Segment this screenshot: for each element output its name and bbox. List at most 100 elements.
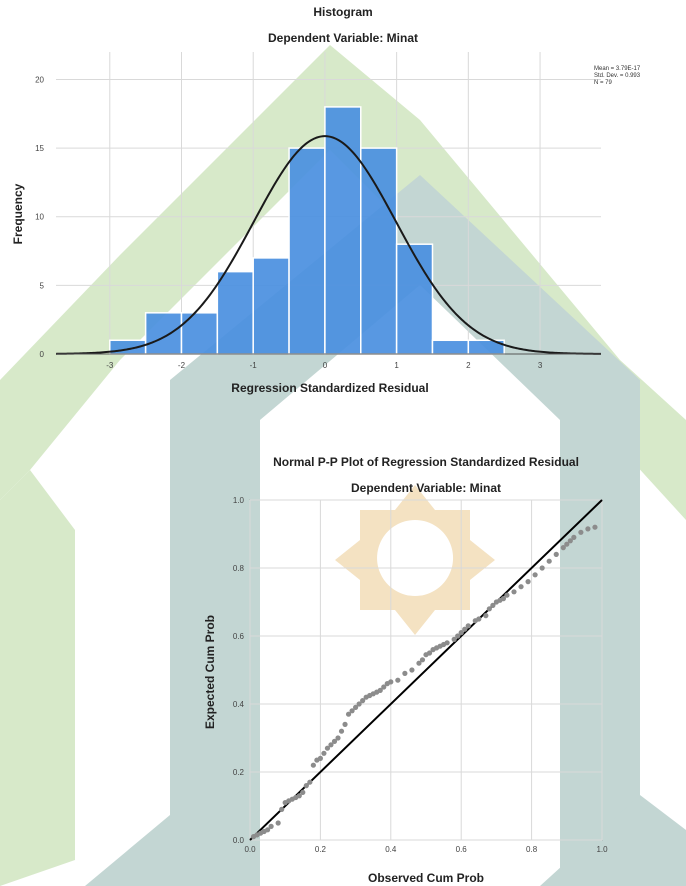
pp-plot-x-axis-label: Observed Cum Prob	[368, 871, 484, 885]
pp-point	[592, 524, 598, 530]
pp-point	[416, 660, 422, 666]
x-tick-label: 2	[466, 361, 471, 370]
pp-plot-points	[250, 524, 598, 840]
pp-plot-title: Normal P-P Plot of Regression Standardiz…	[273, 455, 579, 469]
pp-point	[395, 677, 401, 683]
pp-point	[342, 721, 348, 727]
pp-point	[585, 526, 591, 532]
watermark-teal-bottom-right	[540, 795, 686, 886]
histogram-bars	[109, 106, 505, 355]
y-tick-label: 1.0	[233, 496, 245, 505]
x-tick-label: 3	[538, 361, 543, 370]
pp-plot-reference-line	[249, 499, 603, 841]
pp-point	[511, 589, 517, 595]
pp-point	[532, 572, 538, 578]
x-tick-label: 0	[323, 361, 328, 370]
pp-point	[356, 701, 362, 707]
pp-point	[338, 728, 345, 734]
pp-point	[426, 650, 433, 656]
y-tick-label: 15	[35, 144, 44, 153]
x-tick-label: 0.6	[456, 845, 468, 854]
pp-point	[546, 558, 552, 564]
x-tick-label: 0.2	[315, 845, 327, 854]
pp-plot-x-ticks: 0.0 0.2 0.4 0.6 0.8 1.0	[244, 845, 608, 854]
histogram-bar	[252, 257, 290, 355]
pp-point	[560, 545, 566, 551]
pp-point	[409, 667, 415, 673]
x-tick-label: -1	[250, 361, 258, 370]
histogram-bar	[324, 106, 362, 355]
histogram-bar	[395, 243, 434, 355]
pp-point	[296, 793, 302, 799]
pp-point	[444, 640, 450, 646]
histogram-bar	[360, 147, 398, 355]
pp-point	[335, 735, 341, 741]
x-tick-label: 1	[394, 361, 399, 370]
pp-point	[462, 626, 468, 632]
pp-point	[567, 538, 573, 544]
y-tick-label: 20	[35, 75, 44, 84]
pp-point	[402, 670, 408, 676]
watermark-gold-star	[335, 485, 495, 635]
histogram-x-ticks: -3 -2 -1 0 1 2 3	[106, 361, 543, 370]
histogram-normal-curve	[55, 135, 602, 355]
pp-point	[525, 579, 531, 585]
pp-point	[458, 630, 464, 636]
pp-point	[321, 750, 327, 756]
pp-point	[483, 613, 489, 619]
pp-plot-subtitle: Dependent Variable: Minat	[351, 481, 501, 495]
histogram-stats-box: Mean = 3.79E-17 Std. Dev. = 0.993 N = 79	[594, 66, 641, 86]
histogram-bar	[288, 147, 326, 355]
pp-point	[279, 806, 285, 812]
pp-point	[571, 534, 577, 540]
histogram-subtitle: Dependent Variable: Minat	[268, 31, 418, 45]
stats-std-dev: Std. Dev. = 0.993	[594, 73, 641, 79]
x-tick-label: -2	[178, 361, 186, 370]
pp-point	[419, 657, 426, 663]
pp-point	[349, 708, 355, 714]
pp-point	[500, 596, 507, 602]
pp-point	[553, 551, 559, 557]
pp-point	[328, 742, 334, 748]
pp-point	[465, 623, 471, 629]
pp-point	[486, 606, 492, 612]
histogram-bar	[144, 312, 183, 355]
histogram-bar	[180, 312, 219, 355]
y-tick-label: 0.2	[233, 768, 245, 777]
pp-point	[307, 779, 313, 785]
pp-point	[265, 827, 271, 833]
pp-point	[268, 823, 274, 829]
histogram-bar	[216, 270, 254, 355]
stats-mean: Mean = 3.79E-17	[594, 66, 641, 72]
pp-point	[476, 616, 482, 622]
pp-point	[578, 529, 584, 535]
y-tick-label: 0.4	[233, 700, 245, 709]
pp-point	[539, 565, 545, 571]
pp-point	[504, 592, 510, 598]
pp-point	[381, 684, 387, 690]
y-tick-label: 0.0	[233, 836, 245, 845]
histogram-chart: Histogram Dependent Variable: Minat -3 -2…	[11, 5, 641, 395]
stats-n: N = 79	[594, 80, 613, 86]
y-tick-label: 0.6	[233, 632, 245, 641]
histogram-y-axis-label: Frequency	[11, 183, 25, 244]
pp-point	[455, 633, 461, 639]
x-tick-label: 0.8	[526, 845, 538, 854]
pp-point	[303, 783, 309, 789]
pp-point	[451, 636, 457, 642]
pp-point	[564, 541, 570, 547]
pp-point	[275, 820, 281, 826]
histogram-x-axis-label: Regression Standardized Residual	[231, 381, 428, 395]
x-tick-label: 0.4	[385, 845, 397, 854]
pp-point	[377, 687, 383, 693]
x-tick-label: 1.0	[596, 845, 608, 854]
pp-plot-chart: Normal P-P Plot of Regression Standardiz…	[203, 455, 608, 885]
histogram-bar	[431, 339, 470, 355]
pp-point	[300, 789, 306, 795]
x-tick-label: 0.0	[244, 845, 256, 854]
pp-plot-y-ticks: 0.0 0.2 0.4 0.6 0.8 1.0	[233, 496, 245, 845]
pp-point	[317, 755, 323, 761]
pp-point	[360, 698, 366, 704]
pp-point	[490, 602, 496, 608]
x-tick-label: -3	[106, 361, 114, 370]
